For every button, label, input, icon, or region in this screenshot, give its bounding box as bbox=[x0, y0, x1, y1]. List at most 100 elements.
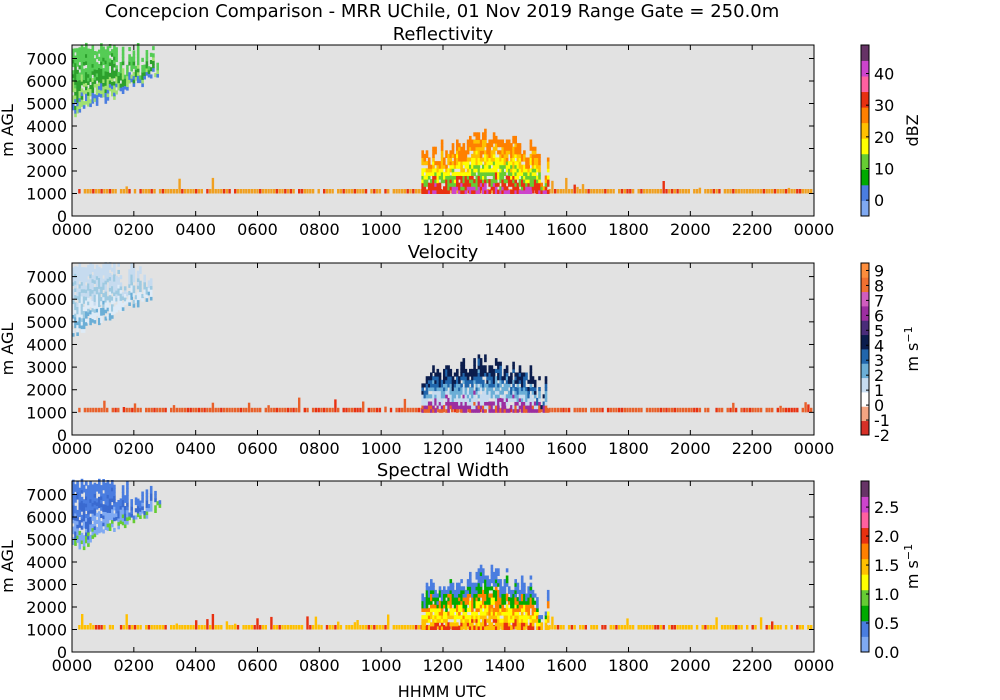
data-cell bbox=[89, 52, 92, 57]
data-cell bbox=[486, 589, 489, 594]
data-cell bbox=[76, 95, 79, 100]
data-cell bbox=[430, 611, 433, 616]
bright-band-cell bbox=[417, 625, 420, 630]
x-tick-label: 1400 bbox=[484, 656, 525, 675]
bright-band-cell bbox=[757, 189, 760, 194]
data-cell bbox=[74, 80, 77, 85]
data-cell bbox=[520, 390, 524, 395]
bright-band-cell bbox=[228, 625, 231, 630]
data-cell bbox=[115, 509, 118, 514]
data-cell bbox=[479, 186, 483, 191]
data-cell bbox=[456, 408, 459, 413]
data-cell bbox=[111, 483, 114, 488]
bright-band-cell bbox=[178, 178, 181, 194]
data-cell bbox=[91, 311, 95, 316]
x-tick-label: 0000 bbox=[52, 220, 93, 239]
data-cell bbox=[113, 270, 116, 275]
bright-band-cell bbox=[81, 614, 84, 630]
data-cell bbox=[482, 615, 485, 620]
data-cell bbox=[139, 79, 142, 84]
data-cell bbox=[514, 164, 517, 169]
bright-band-cell bbox=[548, 189, 551, 194]
bright-band-cell bbox=[281, 189, 284, 194]
data-cell bbox=[482, 604, 485, 609]
data-cell bbox=[529, 179, 533, 184]
colorbar-label-exponent: −1 bbox=[902, 544, 915, 560]
data-cell bbox=[518, 401, 522, 406]
data-cell bbox=[443, 189, 446, 194]
data-cell bbox=[445, 164, 448, 169]
data-cell bbox=[113, 517, 116, 522]
data-cell bbox=[430, 164, 433, 169]
colorbar-tick-label: 8 bbox=[874, 276, 884, 295]
data-cell bbox=[106, 314, 110, 319]
bright-band-cell bbox=[295, 407, 298, 413]
data-cell bbox=[488, 401, 491, 406]
data-cell bbox=[100, 82, 103, 87]
data-cell bbox=[523, 625, 526, 630]
data-cell bbox=[477, 401, 481, 406]
bright-band-cell bbox=[217, 625, 220, 630]
data-cell bbox=[80, 270, 84, 275]
data-cell bbox=[488, 611, 491, 616]
data-cell bbox=[115, 79, 118, 84]
data-cell bbox=[85, 267, 88, 272]
data-cell bbox=[494, 586, 498, 591]
x-tick-label: 0200 bbox=[113, 656, 154, 675]
data-cell bbox=[510, 604, 513, 609]
data-cell bbox=[100, 54, 103, 59]
bright-band-cell bbox=[211, 402, 215, 413]
data-cell bbox=[106, 60, 110, 65]
data-cell bbox=[471, 189, 474, 194]
y-tick-label: 4000 bbox=[26, 117, 67, 136]
data-cell bbox=[449, 161, 453, 166]
data-cell bbox=[117, 295, 120, 300]
bright-band-cell bbox=[189, 189, 192, 194]
data-cell bbox=[123, 81, 127, 86]
data-cell bbox=[98, 306, 101, 311]
data-cell bbox=[82, 513, 86, 518]
data-cell bbox=[438, 405, 442, 410]
data-cell bbox=[497, 394, 500, 399]
data-cell bbox=[520, 387, 524, 392]
data-cell bbox=[72, 494, 75, 499]
data-cell bbox=[512, 622, 515, 627]
data-cell bbox=[108, 498, 112, 503]
data-cell bbox=[149, 292, 153, 297]
data-cell bbox=[89, 274, 92, 279]
data-cell bbox=[456, 146, 459, 151]
data-cell bbox=[456, 589, 459, 594]
data-cell bbox=[78, 90, 82, 95]
data-cell bbox=[525, 618, 528, 623]
data-cell bbox=[132, 50, 136, 55]
data-cell bbox=[427, 625, 431, 630]
data-cell bbox=[152, 67, 155, 72]
data-cell bbox=[527, 387, 530, 392]
feature-precipitation-event bbox=[421, 354, 550, 413]
data-cell bbox=[91, 78, 95, 83]
data-cell bbox=[85, 539, 88, 544]
data-cell bbox=[490, 600, 494, 605]
data-cell bbox=[525, 611, 528, 616]
data-cell bbox=[85, 274, 88, 279]
data-cell bbox=[475, 604, 479, 609]
data-cell bbox=[106, 93, 110, 98]
data-cell bbox=[430, 589, 433, 594]
bright-band-cell bbox=[111, 407, 114, 413]
bright-band-cell bbox=[83, 189, 87, 194]
data-cell bbox=[430, 582, 433, 587]
bright-band-cell bbox=[172, 189, 176, 194]
data-cell bbox=[89, 67, 92, 72]
data-cell bbox=[440, 405, 444, 410]
data-cell bbox=[117, 269, 120, 274]
data-cell bbox=[436, 394, 440, 399]
data-cell bbox=[93, 486, 97, 491]
data-cell bbox=[464, 589, 468, 594]
data-cell bbox=[529, 387, 533, 392]
data-cell bbox=[76, 277, 79, 282]
data-cell bbox=[499, 611, 502, 616]
bright-band-cell bbox=[442, 407, 446, 413]
bright-band-cell bbox=[709, 189, 713, 194]
data-cell bbox=[130, 509, 133, 514]
